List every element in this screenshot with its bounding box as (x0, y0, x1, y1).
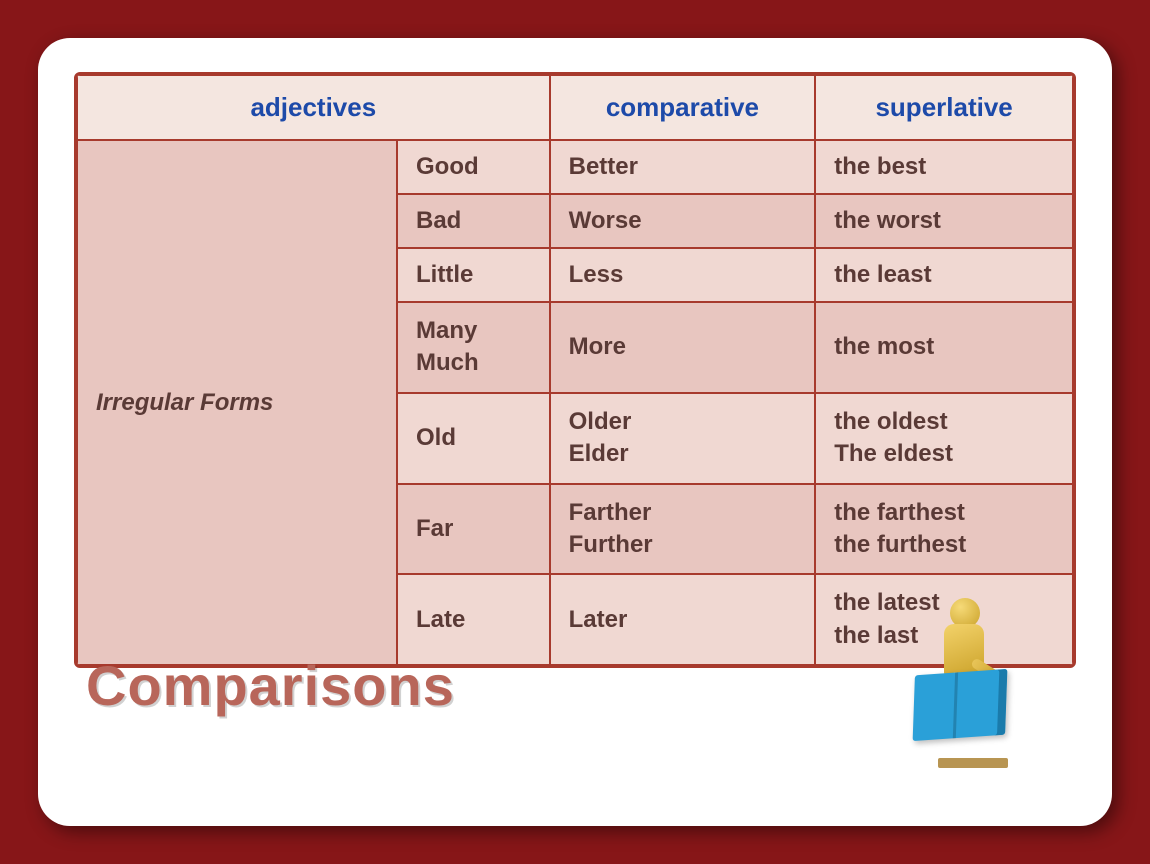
comparisons-table: adjectives comparative superlative Irreg… (74, 72, 1076, 668)
header-superlative: superlative (815, 75, 1073, 140)
cell-comp: More (550, 302, 816, 393)
slide-card: adjectives comparative superlative Irreg… (38, 38, 1112, 826)
cell-adj: ManyMuch (397, 302, 550, 393)
table-header-row: adjectives comparative superlative (77, 75, 1073, 140)
cell-comp: FartherFurther (550, 484, 816, 575)
cell-sup: the best (815, 140, 1073, 194)
reader-figure-icon (892, 592, 1042, 772)
cell-comp: Less (550, 248, 816, 302)
header-adjectives: adjectives (77, 75, 550, 140)
cell-sup: the oldestThe eldest (815, 393, 1073, 484)
cell-comp: Worse (550, 194, 816, 248)
cell-sup: the farthestthe furthest (815, 484, 1073, 575)
cell-sup: the least (815, 248, 1073, 302)
cell-comp: Better (550, 140, 816, 194)
page-title: Comparisons (86, 653, 455, 718)
cell-adj: Good (397, 140, 550, 194)
cell-sup: the most (815, 302, 1073, 393)
irregular-forms-label: Irregular Forms (77, 140, 397, 665)
cell-adj: Bad (397, 194, 550, 248)
header-comparative: comparative (550, 75, 816, 140)
table-row: Irregular Forms Good Better the best (77, 140, 1073, 194)
cell-adj: Far (397, 484, 550, 575)
cell-sup: the worst (815, 194, 1073, 248)
cell-adj: Late (397, 574, 550, 665)
cell-comp: OlderElder (550, 393, 816, 484)
cell-adj: Little (397, 248, 550, 302)
cell-comp: Later (550, 574, 816, 665)
cell-adj: Old (397, 393, 550, 484)
